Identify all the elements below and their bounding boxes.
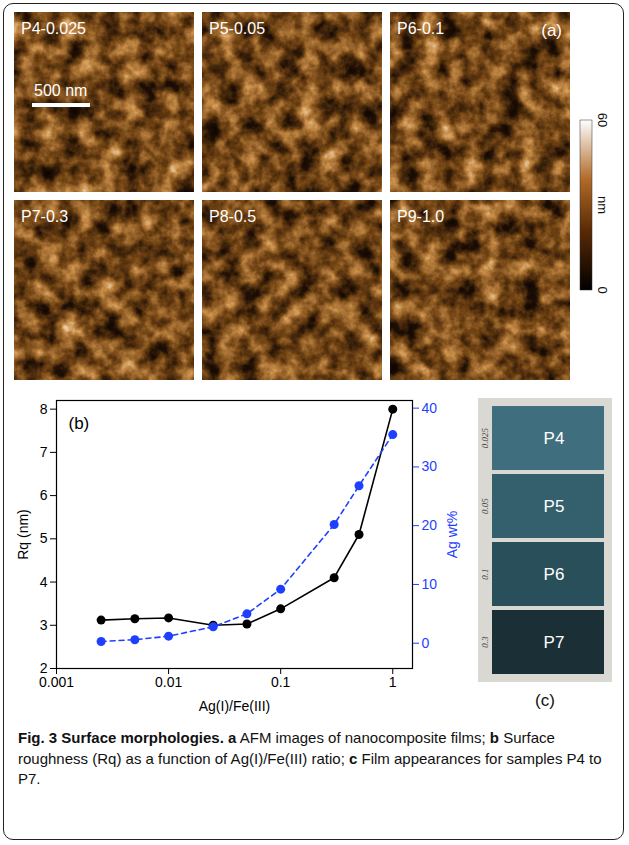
svg-text:0.1: 0.1 (271, 674, 291, 690)
svg-text:7: 7 (40, 444, 48, 460)
svg-text:10: 10 (422, 576, 438, 592)
svg-text:P6-0.1: P6-0.1 (397, 20, 444, 37)
html-text:Fig. 3 Surface morphologies. a: Fig. 3 Surface morphologies. a AFM image… (18, 729, 602, 788)
svg-text:Rq (nm): Rq (nm) (15, 509, 31, 560)
svg-text:nm: nm (595, 196, 610, 214)
svg-text:Ag(I)/Fe(III): Ag(I)/Fe(III) (199, 698, 271, 714)
svg-text:0.01: 0.01 (155, 674, 182, 690)
svg-text:30: 30 (422, 458, 438, 474)
svg-text:4: 4 (40, 574, 48, 590)
svg-text:6: 6 (40, 487, 48, 503)
svg-text:0.05: 0.05 (480, 498, 490, 514)
svg-text:P8-0.5: P8-0.5 (209, 208, 256, 225)
svg-text:3: 3 (40, 617, 48, 633)
svg-text:8: 8 (40, 401, 48, 417)
svg-text:0: 0 (422, 635, 430, 651)
svg-text:P4-0.025: P4-0.025 (21, 20, 86, 37)
svg-text:P6: P6 (544, 565, 565, 584)
svg-text:20: 20 (422, 517, 438, 533)
svg-text:40: 40 (422, 400, 438, 416)
svg-text:5: 5 (40, 530, 48, 546)
svg-text:0.025: 0.025 (480, 427, 490, 448)
svg-text:0.1: 0.1 (480, 568, 490, 579)
svg-text:P7-0.3: P7-0.3 (21, 208, 68, 225)
svg-text:1: 1 (389, 674, 397, 690)
svg-text:(b): (b) (69, 414, 90, 433)
svg-text:(a): (a) (541, 21, 562, 40)
svg-text:0: 0 (595, 286, 610, 293)
svg-text:0.3: 0.3 (480, 636, 490, 648)
svg-text:P7: P7 (544, 633, 565, 652)
svg-text:P4: P4 (544, 429, 565, 448)
svg-text:(c): (c) (535, 691, 555, 710)
svg-text:P9-1.0: P9-1.0 (397, 208, 444, 225)
svg-text:P5: P5 (544, 497, 565, 516)
svg-text:0.001: 0.001 (39, 674, 74, 690)
svg-text:P5-0.05: P5-0.05 (209, 20, 265, 37)
svg-text:Ag wt%: Ag wt% (444, 511, 460, 558)
svg-text:60: 60 (595, 113, 610, 127)
svg-text:2: 2 (39, 660, 48, 676)
svg-text:500 nm: 500 nm (34, 82, 87, 99)
